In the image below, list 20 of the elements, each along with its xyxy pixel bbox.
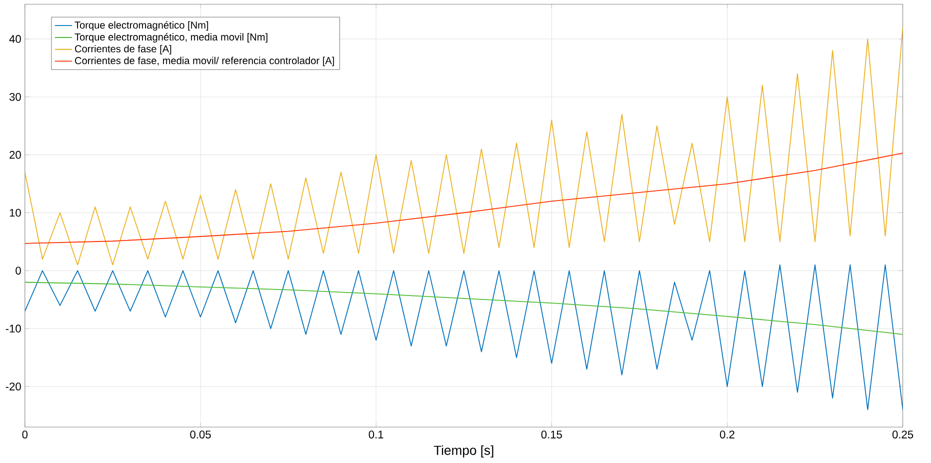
y-tick-label: 30: [9, 93, 21, 101]
x-tick-label: 0.25: [892, 430, 914, 438]
y-tick-label: -10: [6, 324, 21, 333]
line-series: [24, 264, 903, 410]
legend-label: Corrientes de fase [A]: [75, 45, 172, 54]
x-tick-label: 0.1: [368, 430, 384, 438]
line-series: [24, 152, 903, 244]
y-tick-label: 40: [9, 35, 21, 43]
x-tick-label: 0: [22, 430, 28, 438]
legend-label: Torque electromagnético [Nm]: [74, 21, 208, 31]
x-tick-label: 0.2: [720, 430, 734, 438]
y-tick-label: 10: [10, 208, 21, 217]
x-tick-label: 0.05: [190, 430, 211, 438]
y-tick-label: 0: [16, 266, 21, 275]
legend-label: Corrientes de fase, media movil/ referencia controlador [A]: [75, 56, 334, 66]
y-tick-label: -20: [6, 382, 21, 390]
legend-label: Torque electromagnético, media movil [Nm]: [74, 33, 268, 43]
x-axis-title: Tiempo [s]: [434, 445, 494, 458]
y-tick-label: 20: [10, 150, 21, 159]
x-tick-label: 0.15: [541, 430, 562, 438]
